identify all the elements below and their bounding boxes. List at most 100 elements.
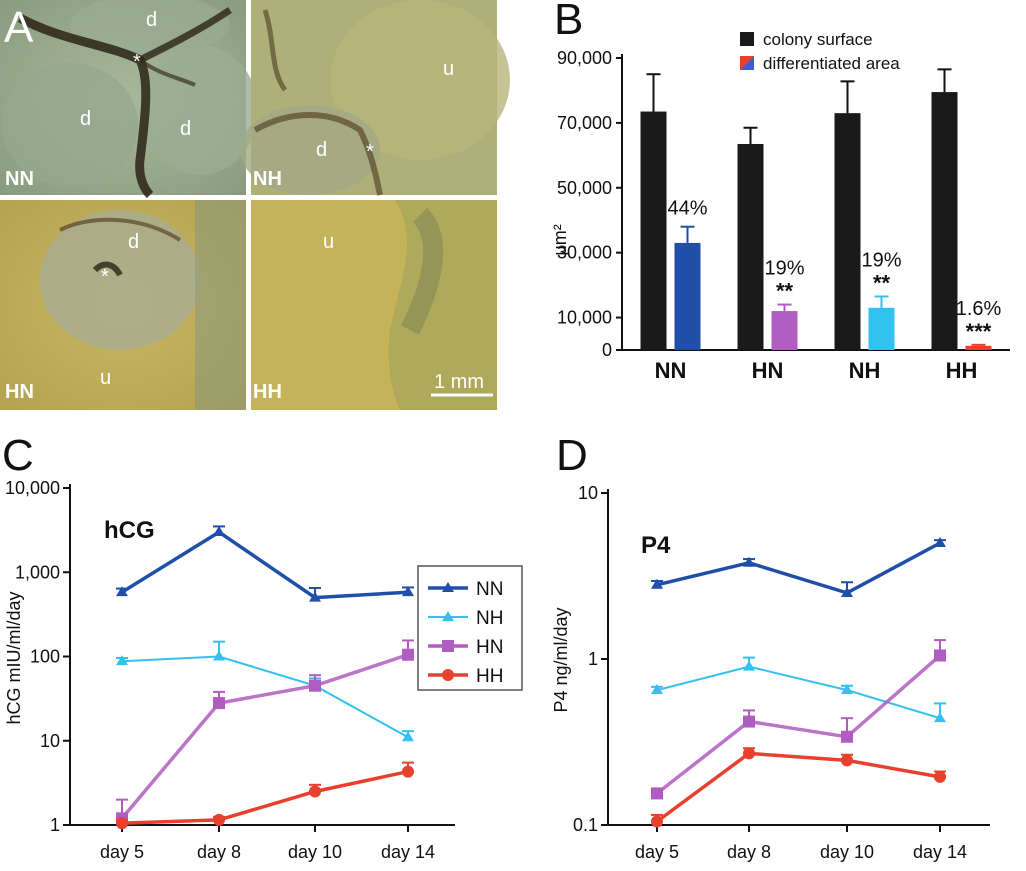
bar-colony-surface-nh: [834, 113, 861, 351]
data-point-nh: [402, 731, 414, 742]
data-point-hh: [934, 770, 946, 783]
panel-b-letter: B: [554, 0, 583, 44]
legend-label-nh: NH: [476, 608, 503, 629]
data-point-hh: [116, 817, 128, 830]
micrograph-nh: NH u d *: [240, 0, 510, 196]
legend-box: [417, 565, 523, 691]
data-point-nn: [309, 591, 321, 602]
x-category-label: HH: [946, 358, 978, 383]
micrograph-nn: NN d d d * A: [0, 0, 258, 199]
legend-label-differentiated-area: differentiated area: [763, 54, 900, 73]
region-label: *: [133, 51, 141, 73]
data-point-nn: [841, 586, 853, 597]
significance-stars: **: [776, 279, 794, 304]
data-point-hh: [743, 747, 755, 760]
scale-bar-label: 1 mm: [434, 371, 484, 393]
y-tick-label: 10,000: [5, 478, 60, 498]
data-point-nh: [743, 660, 755, 671]
data-point-nn: [116, 586, 128, 597]
percent-label: 44%: [667, 198, 707, 220]
x-category-label: NH: [849, 358, 881, 383]
region-label: u: [443, 58, 454, 80]
series-line-hn: [120, 653, 409, 820]
data-point-nn: [651, 578, 663, 589]
percent-label: 19%: [764, 258, 804, 280]
data-point-nn: [402, 586, 414, 597]
x-tick-label: day 8: [197, 842, 241, 862]
y-tick-label: 1,000: [15, 562, 60, 582]
y-tick-label: 30,000: [557, 243, 612, 263]
data-point-hn: [402, 648, 414, 661]
region-label: *: [101, 266, 109, 288]
y-tick-label: 0.1: [573, 815, 598, 835]
legend-marker-hn: [442, 640, 454, 652]
data-point-hh: [213, 813, 225, 826]
panel-b: B μm² colony surface differentiated area…: [550, 0, 1010, 383]
bar-differentiated-area-nh: [868, 307, 895, 350]
data-point-nh: [651, 684, 663, 695]
panel-b-ylabel: μm²: [550, 224, 570, 255]
micrograph-nh-label: NH: [253, 168, 282, 190]
y-tick-label: 10,000: [557, 308, 612, 328]
data-point-nn: [213, 526, 225, 537]
x-tick-label: day 14: [381, 842, 435, 862]
data-point-nh: [841, 684, 853, 695]
panel-c-letter: C: [2, 431, 34, 480]
panel-d-title: P4: [641, 532, 671, 559]
region-label: d: [316, 139, 327, 161]
y-tick-label: 0: [602, 340, 612, 360]
bar-colony-surface-hh: [931, 92, 958, 351]
data-point-hn: [934, 649, 946, 662]
significance-stars: ***: [966, 319, 992, 344]
series-line-nh: [121, 655, 409, 739]
x-tick-label: day 14: [913, 842, 967, 862]
y-tick-label: 100: [30, 647, 60, 667]
legend-marker-nh: [442, 611, 454, 621]
legend-label-hh: HH: [476, 666, 503, 687]
panel-d: D P4 P4 ng/ml/day 10 1 0.1 day 5 day 8 day 10…: [551, 431, 990, 862]
data-point-nh: [213, 650, 225, 661]
bar-differentiated-area-nn: [674, 242, 701, 350]
panel-c-title: hCG: [104, 517, 155, 544]
panel-b-legend: colony surface differentiated area: [740, 30, 900, 73]
panel-c-legend: NN NH HN HH: [417, 565, 523, 691]
percent-label: 19%: [861, 249, 901, 271]
series-line-nh: [656, 665, 941, 720]
data-point-hn: [309, 679, 321, 692]
y-tick-label: 1: [50, 815, 60, 835]
series-line-nn: [121, 530, 409, 600]
x-tick-label: day 10: [288, 842, 342, 862]
series-line-hh: [655, 751, 941, 823]
data-point-hh: [309, 785, 321, 798]
y-tick-label: 10: [40, 731, 60, 751]
data-point-hn: [651, 787, 663, 800]
micrograph-nn-label: NN: [5, 168, 34, 190]
micrograph-hh: HH u 1 mm: [251, 200, 497, 410]
series-line-hn: [655, 654, 942, 795]
legend-swatch-colony-surface: [740, 32, 754, 46]
y-tick-label: 10: [578, 483, 598, 503]
bar-differentiated-area-hn: [771, 311, 798, 350]
y-tick-label: 1: [588, 649, 598, 669]
legend-label-colony-surface: colony surface: [763, 30, 873, 49]
x-category-label: NN: [655, 358, 687, 383]
panel-d-ylabel: P4 ng/ml/day: [551, 607, 571, 712]
micrograph-hn: HN d * u: [0, 200, 246, 410]
y-tick-label: 70,000: [557, 113, 612, 133]
panel-a: NN d d d * A NH u d * HN d *: [0, 0, 510, 410]
region-label: *: [366, 141, 374, 163]
data-point-hh: [651, 815, 663, 828]
x-tick-label: day 8: [727, 842, 771, 862]
region-label: u: [100, 367, 111, 389]
legend-marker-hh: [442, 669, 454, 681]
micrograph-hn-label: HN: [5, 381, 34, 403]
data-point-hh: [402, 765, 414, 778]
data-point-nh: [934, 712, 946, 723]
series-line-hh: [121, 769, 409, 825]
data-point-hh: [841, 754, 853, 767]
data-point-nn: [743, 556, 755, 567]
bar-colony-surface-hn: [737, 143, 764, 350]
series-line-nn: [656, 541, 941, 595]
panel-c-ylabel: hCG mIU/ml/day: [4, 591, 24, 724]
region-label: d: [180, 118, 191, 140]
